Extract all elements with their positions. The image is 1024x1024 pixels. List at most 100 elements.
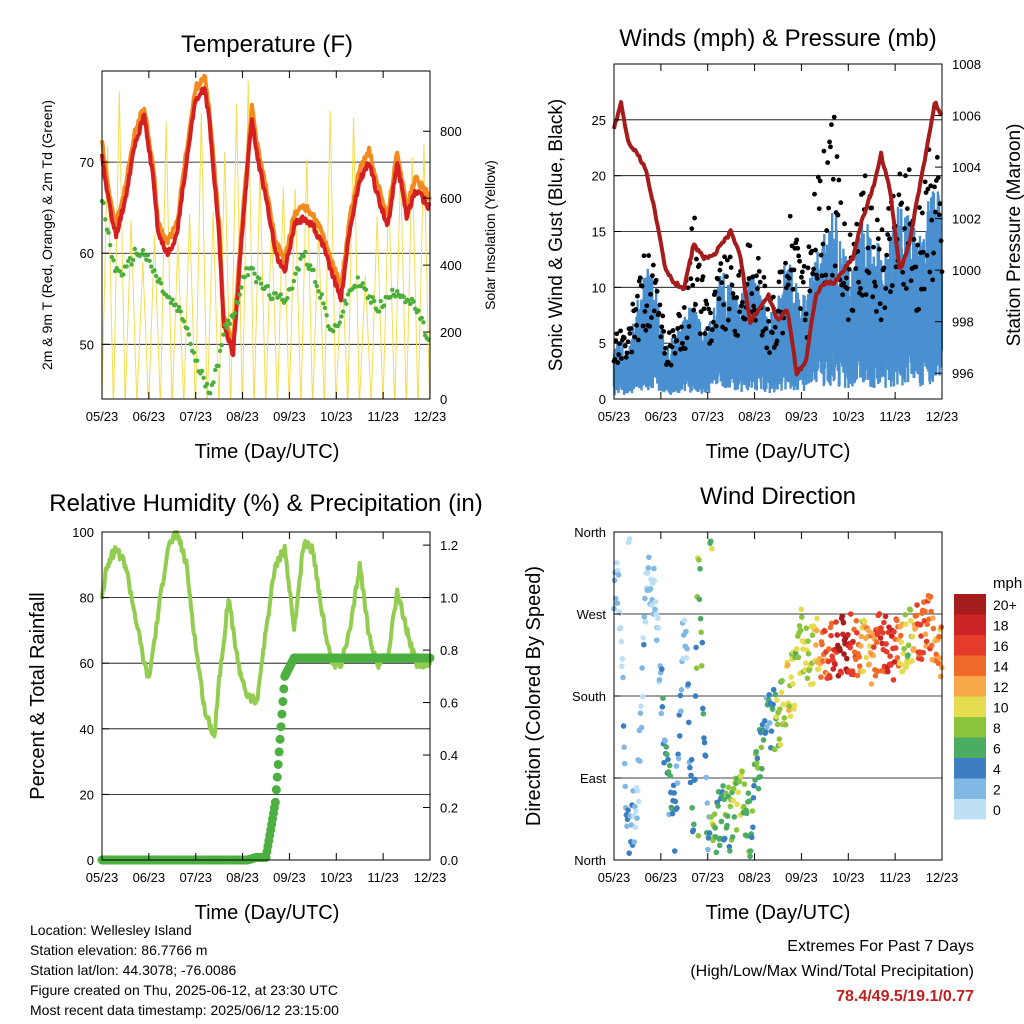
gust-point [657, 302, 663, 308]
gust-point [680, 340, 685, 346]
direction-point [665, 756, 671, 763]
direction-ylabel: Direction (Colored By Speed) [523, 566, 545, 826]
direction-point [763, 729, 769, 735]
direction-ticks: 05/23 06/23 07/23 08/23 09/23 10/23 11/23 12/23… [572, 525, 958, 885]
colorbar-swatch [954, 799, 986, 820]
winds-xlabel: Time (Day/UTC) [706, 441, 851, 463]
direction-point [641, 641, 647, 648]
gust-point [884, 252, 890, 258]
y2-tick-label: 1004 [952, 160, 981, 175]
gust-point [836, 177, 842, 183]
gust-point [814, 275, 820, 281]
direction-point [688, 756, 695, 763]
gust-point [765, 306, 771, 312]
dewpoint-point [340, 309, 346, 314]
direction-point [828, 632, 834, 639]
gust-point [721, 302, 727, 308]
gust-point [633, 307, 638, 312]
gust-point [761, 274, 767, 280]
direction-point [796, 623, 803, 629]
x-tick-label: 05/23 [86, 409, 119, 424]
gust-point [719, 280, 725, 286]
direction-point [805, 638, 811, 644]
gust-point [726, 306, 732, 312]
gust-point [691, 307, 697, 313]
direction-point [781, 715, 788, 721]
gust-point [654, 288, 660, 294]
gust-point [681, 305, 687, 310]
direction-point [822, 628, 828, 634]
colorbar-swatch [954, 635, 986, 656]
gust-point [874, 217, 880, 223]
direction-point [691, 821, 697, 828]
direction-point [648, 602, 655, 608]
gust-point [919, 210, 925, 216]
direction-point [891, 659, 898, 665]
direction-point [652, 606, 658, 613]
dewpoint-point [212, 367, 218, 373]
direction-point [837, 647, 843, 654]
dewpoint-point [354, 284, 359, 289]
dewpoint-point [290, 286, 295, 291]
direction-point [709, 545, 715, 552]
gust-point [934, 154, 940, 160]
dewpoint-point [216, 363, 221, 369]
direction-point [876, 611, 883, 617]
direction-point [747, 853, 753, 860]
winds-ylabel: Sonic Wind & Gust (Blue, Black) [546, 99, 567, 371]
direction-point [902, 611, 909, 618]
gust-point [722, 254, 727, 260]
gust-point [647, 323, 653, 329]
gust-point [694, 256, 699, 262]
x-tick-label: 05/23 [86, 870, 119, 885]
gust-point [845, 317, 851, 323]
gust-point [812, 191, 817, 197]
direction-point [768, 728, 775, 734]
direction-point [883, 641, 889, 647]
gust-point [780, 330, 786, 336]
x-tick-label: 11/23 [367, 870, 399, 885]
x-tick-label: 07/23 [179, 870, 212, 885]
direction-point [655, 615, 661, 622]
y-tick-label: 60 [80, 656, 94, 671]
gust-point [661, 329, 667, 334]
pressure-ylabel: Station Pressure (Maroon) [1004, 124, 1024, 347]
direction-point [879, 629, 886, 636]
gust-point [651, 308, 657, 314]
direction-point [839, 613, 846, 619]
direction-point [739, 768, 746, 775]
dewpoint-point [219, 342, 224, 348]
direction-point [651, 565, 657, 572]
dewpoint-point [339, 314, 344, 319]
gust-point [916, 306, 921, 312]
dewpoint-point [401, 294, 406, 299]
winds-series [611, 100, 945, 396]
direction-point [770, 701, 776, 708]
gust-point [754, 273, 759, 279]
gust-point [844, 275, 849, 281]
direction-point [818, 674, 824, 680]
gust-point [874, 308, 879, 314]
direction-point [764, 724, 770, 730]
direction-point [622, 783, 629, 790]
x-tick-label: 10/23 [832, 870, 865, 885]
dewpoint-point [149, 264, 154, 269]
dewpoint-point [127, 255, 133, 261]
direction-point [639, 693, 646, 700]
gust-point [653, 277, 659, 283]
gust-point [639, 283, 645, 289]
direction-point [928, 642, 935, 649]
gust-point [802, 317, 808, 323]
gust-point [922, 179, 928, 185]
direction-point [922, 608, 928, 615]
x-tick-label: 09/23 [273, 870, 306, 885]
colorbar-swatch [954, 614, 986, 635]
figure-created: Figure created on Thu, 2025-06-12, at 23… [30, 982, 338, 998]
gust-point [774, 338, 780, 344]
direction-title: Wind Direction [700, 483, 856, 510]
direction-point [751, 782, 757, 789]
direction-point [693, 644, 699, 651]
dewpoint-point [142, 253, 147, 258]
gust-point [749, 291, 755, 297]
direction-point [937, 673, 944, 680]
